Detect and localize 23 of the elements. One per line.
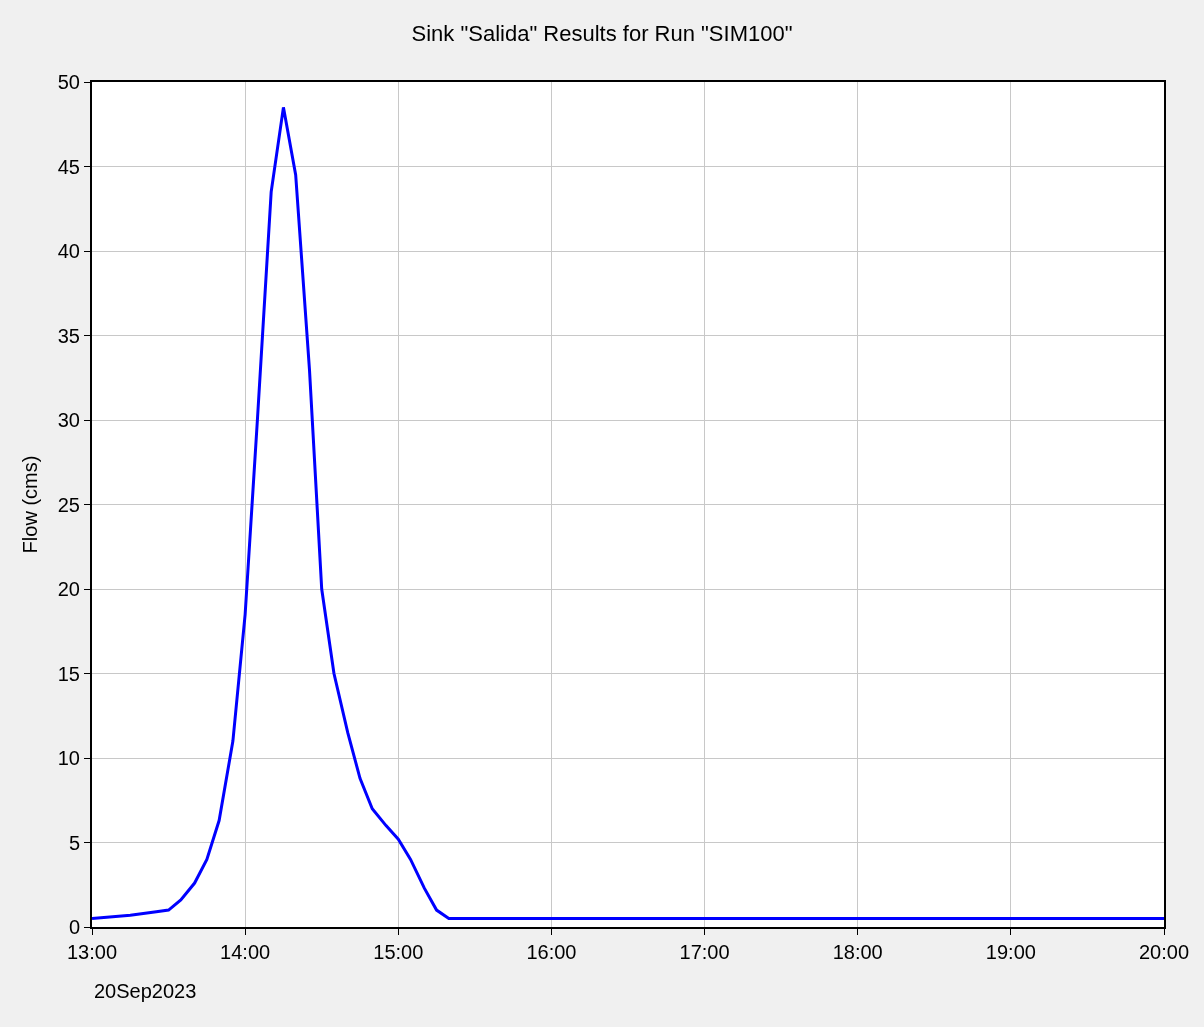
x-tick-label: 15:00 — [373, 941, 424, 963]
y-tick-label: 45 — [57, 155, 80, 178]
x-tick-label: 18:00 — [832, 941, 883, 963]
y-tick-label: 30 — [57, 409, 80, 431]
x-tick-label: 16:00 — [526, 941, 577, 963]
y-tick-label: 15 — [57, 662, 80, 685]
x-tick-label: 17:00 — [679, 941, 730, 963]
y-tick-label: 10 — [57, 747, 80, 769]
x-tick-label: 19:00 — [985, 941, 1036, 963]
y-tick-label: 5 — [68, 831, 80, 854]
y-tick-label: 0 — [68, 916, 80, 938]
x-tick-label: 20:00 — [1138, 941, 1190, 963]
line-series — [92, 105, 1164, 921]
y-axis-title: Flow (cms) — [18, 455, 41, 554]
y-tick-label: 25 — [57, 493, 80, 516]
y-tick-label: 50 — [57, 71, 80, 93]
x-tick-label: 13:00 — [66, 941, 118, 963]
y-tick-label: 20 — [57, 578, 80, 600]
y-tick-label: 35 — [57, 324, 80, 347]
x-tick-label: 14:00 — [220, 941, 271, 963]
y-tick-label: 40 — [57, 240, 80, 262]
chart-title: Sink "Salida" Results for Run "SIM100" — [411, 21, 793, 47]
text: 20Sep2023 — [94, 980, 197, 1002]
